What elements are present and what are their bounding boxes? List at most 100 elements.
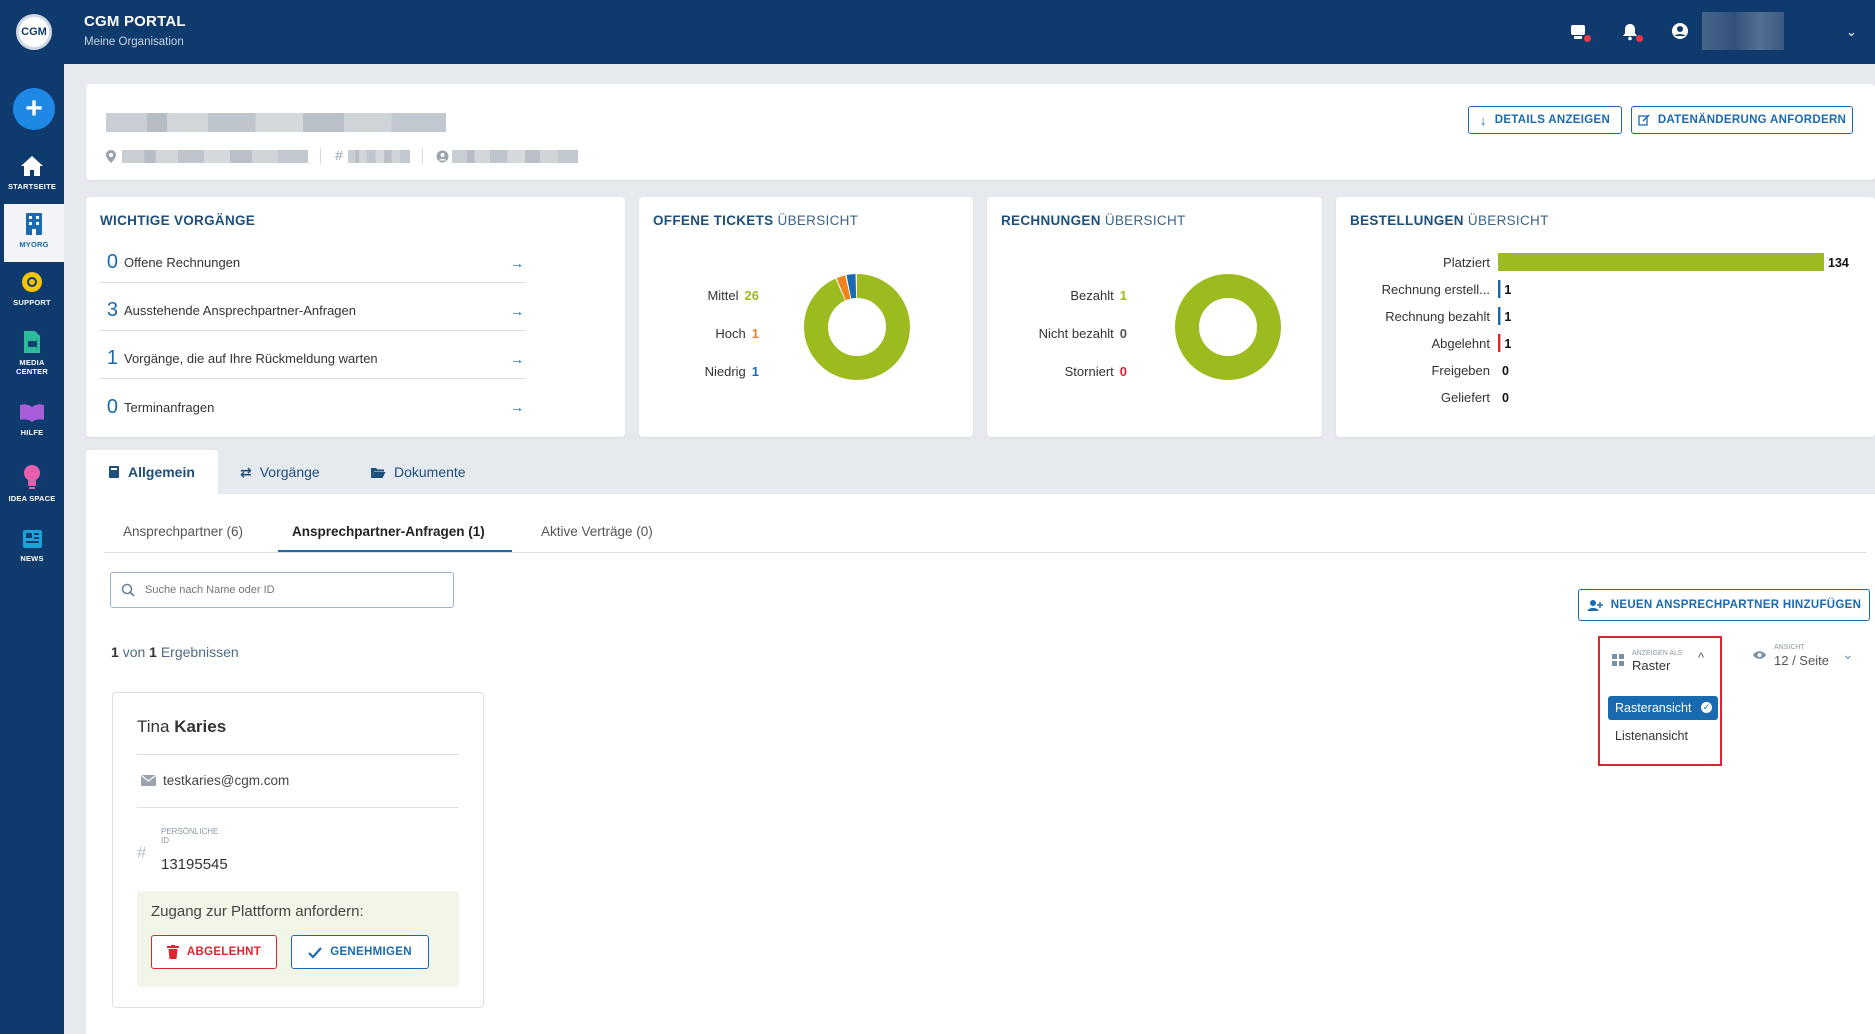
per-page-select[interactable]: ANSICHT 12 / Seite ⌄ <box>1748 640 1858 674</box>
edit-icon <box>1638 114 1650 126</box>
book-icon <box>20 404 44 422</box>
offene-tickets-card[interactable]: OFFENE TICKETS ÜBERSICHT Mittel 26 Hoch 1 … <box>639 197 973 437</box>
grid-icon <box>1612 654 1624 666</box>
vorgang-row[interactable]: 3 Ausstehende Ansprechpartner-Anfragen → <box>100 291 526 331</box>
bar[interactable] <box>1498 334 1501 352</box>
sidebar-item-support[interactable]: SUPPORT <box>0 262 64 320</box>
access-request-title: Zugang zur Plattform anfordern: <box>151 903 364 920</box>
bestellungen-card[interactable]: BESTELLUNGEN ÜBERSICHT Platziert 134 Rechn… <box>1336 197 1875 437</box>
donut-slice-bezahlt <box>1175 274 1281 380</box>
legend-niedrig: Niedrig 1 <box>704 364 759 379</box>
tab-allgemein[interactable]: Allgemein <box>86 450 218 494</box>
view-mode-highlight: ANZEIGEN ALS Raster ^ Rasteransicht ✓ Li… <box>1598 636 1722 766</box>
notification-dot <box>1636 35 1643 42</box>
envelope-icon <box>141 775 156 786</box>
hash-icon: # <box>137 843 147 862</box>
tab-dokumente[interactable]: Dokumente <box>348 450 488 494</box>
hash-icon: # <box>335 147 343 163</box>
access-request-box: Zugang zur Plattform anfordern: ABGELEHN… <box>137 891 459 987</box>
donut-slice-mittel <box>804 274 910 380</box>
search-field[interactable] <box>110 572 454 608</box>
contact-redacted <box>452 150 578 163</box>
contact-request-card: Tina Karies testkaries@cgm.com # PERSÖNL… <box>112 692 484 1008</box>
subtab-aktive-vertraege[interactable]: Aktive Verträge (0) <box>541 524 653 539</box>
card-title: OFFENE TICKETS ÜBERSICHT <box>653 213 859 228</box>
add-contact-button[interactable]: NEUEN ANSPRECHPARTNER HINZUFÜGEN <box>1578 589 1870 621</box>
bar-category-label: Platziert <box>1443 255 1490 270</box>
location-icon <box>106 150 116 163</box>
bar[interactable] <box>1498 280 1501 298</box>
tickets-donut-chart <box>804 274 910 380</box>
user-circle-icon <box>436 150 449 163</box>
sidebar-item-idea-space[interactable]: IDEA SPACE <box>0 456 64 514</box>
legend-storniert: Storniert 0 <box>1064 364 1127 379</box>
legend-mittel: Mittel 26 <box>707 288 759 303</box>
legend-nicht-bezahlt: Nicht bezahlt 0 <box>1038 326 1127 341</box>
arrow-right-icon: → <box>510 350 524 367</box>
folder-open-icon <box>371 467 386 478</box>
rechnungen-donut-chart <box>1175 274 1281 380</box>
option-listenansicht[interactable]: Listenansicht <box>1615 729 1688 743</box>
sidebar-item-myorg[interactable]: MYORG <box>4 204 64 262</box>
user-name-redacted[interactable] <box>1702 12 1784 50</box>
contact-name: Tina Karies <box>137 717 227 736</box>
chevron-down-icon: ⌄ <box>1842 646 1854 662</box>
datenaenderung-anfordern-button[interactable]: DATENÄNDERUNG ANFORDERN <box>1631 106 1853 134</box>
arrow-right-icon: → <box>510 302 524 319</box>
arrow-right-icon: → <box>510 254 524 271</box>
bar-value-label: 1 <box>1504 283 1511 297</box>
trash-icon <box>166 945 179 959</box>
check-circle-icon: ✓ <box>1701 702 1712 713</box>
reject-button[interactable]: ABGELEHNT <box>151 935 277 969</box>
device-icon[interactable] <box>1568 22 1591 42</box>
sidebar-item-hilfe[interactable]: HILFE <box>0 394 64 452</box>
chevron-up-icon: ^ <box>1698 650 1705 665</box>
approve-button[interactable]: GENEHMIGEN <box>291 935 429 969</box>
sidebar-item-startseite[interactable]: STARTSEITE <box>0 146 64 204</box>
legend-bezahlt: Bezahlt 1 <box>1070 288 1127 303</box>
notification-dot <box>1584 35 1591 42</box>
organisation-name-redacted <box>106 113 446 132</box>
sidebar: + STARTSEITE MYORG SUPPORT MEDIA CENTER … <box>0 64 64 1034</box>
wichtige-vorgaenge-card: WICHTIGE VORGÄNGE 0 Offene Rechnungen → … <box>86 197 625 437</box>
card-title: BESTELLUNGEN ÜBERSICHT <box>1350 213 1549 228</box>
cgm-logo[interactable]: CGM <box>16 14 52 50</box>
create-new-button[interactable]: + <box>13 88 55 130</box>
organisation-header-card: # ↓ DETAILS ANZEIGEN DATENÄNDERUNG ANFOR… <box>86 84 1875 180</box>
vorgang-row[interactable]: 0 Offene Rechnungen → <box>100 243 526 283</box>
option-rasteransicht[interactable]: Rasteransicht ✓ <box>1608 696 1718 720</box>
book-icon <box>109 466 119 478</box>
divider <box>137 754 459 755</box>
arrow-right-icon: → <box>510 399 524 415</box>
view-mode-select[interactable]: ANZEIGEN ALS Raster ^ <box>1600 638 1720 682</box>
top-bar: CGM CGM PORTAL Meine Organisation ⌄ <box>0 0 1875 64</box>
sidebar-item-news[interactable]: NEWS <box>0 520 64 578</box>
organisation-name[interactable]: Meine Organisation <box>84 36 184 48</box>
details-anzeigen-button[interactable]: ↓ DETAILS ANZEIGEN <box>1468 106 1622 134</box>
subtab-ansprechpartner-anfragen[interactable]: Ansprechpartner-Anfragen (1) <box>292 524 485 539</box>
rechnungen-card[interactable]: RECHNUNGEN ÜBERSICHT Bezahlt 1 Nicht beza… <box>987 197 1322 437</box>
divider <box>320 148 321 164</box>
vorgang-row[interactable]: 0 Terminanfragen → <box>106 395 524 418</box>
chevron-down-icon[interactable]: ⌄ <box>1846 24 1857 39</box>
eye-icon <box>1753 651 1766 659</box>
user-icon[interactable] <box>1671 22 1691 42</box>
search-input[interactable] <box>145 584 435 596</box>
home-icon <box>21 156 43 176</box>
tab-vorgaenge[interactable]: ⇄ Vorgänge <box>240 463 320 481</box>
bar[interactable] <box>1498 307 1501 325</box>
vorgang-row[interactable]: 1 Vorgänge, die auf Ihre Rückmeldung war… <box>100 339 526 379</box>
bar-value-label: 1 <box>1504 337 1511 351</box>
bar-value-label: 1 <box>1504 310 1511 324</box>
bar-category-label: Geliefert <box>1441 390 1491 405</box>
logo-text: CGM <box>21 26 47 38</box>
bell-icon[interactable] <box>1620 22 1643 42</box>
divider <box>422 148 423 164</box>
subtab-ansprechpartner[interactable]: Ansprechpartner (6) <box>123 524 244 539</box>
search-icon <box>121 583 135 597</box>
bar-value-label: 0 <box>1502 391 1509 405</box>
sidebar-item-media-center[interactable]: MEDIA CENTER <box>0 322 64 392</box>
bar[interactable] <box>1498 253 1824 271</box>
contact-email[interactable]: testkaries@cgm.com <box>163 773 290 788</box>
bar-category-label: Rechnung bezahlt <box>1385 309 1490 324</box>
